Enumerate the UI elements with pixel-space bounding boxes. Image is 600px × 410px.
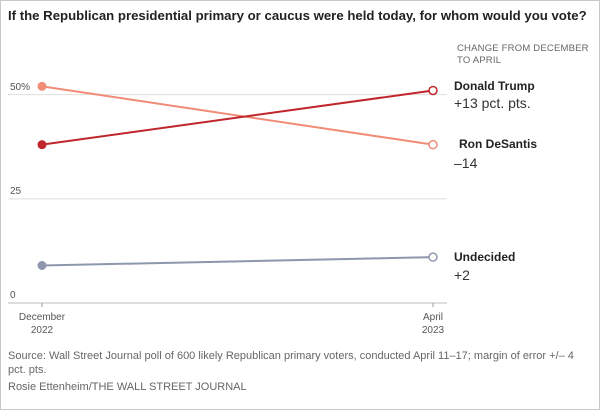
series-change-undecided: +2 xyxy=(454,267,470,283)
data-point-donald-trump-0 xyxy=(37,140,47,150)
y-tick-label-50: 50% xyxy=(10,81,31,93)
x-tick-label-april-2023: April 2023 xyxy=(393,311,473,337)
series-label-ron-desantis: Ron DeSantis xyxy=(459,137,538,151)
series-line-undecided xyxy=(41,256,434,267)
series-change-ron-desantis: –14 xyxy=(454,155,478,171)
x-tick-month: December xyxy=(18,312,66,323)
credit-line: Rosie Ettenheim/THE WALL STREET JOURNAL xyxy=(8,381,247,393)
source-note: Source: Wall Street Journal poll of 600 … xyxy=(8,350,574,376)
data-point-ron-desantis-0 xyxy=(37,81,47,91)
series-line-ron-desantis xyxy=(41,85,434,146)
data-point-undecided-1 xyxy=(428,252,438,262)
data-point-donald-trump-1 xyxy=(428,85,438,96)
x-tick-year: 2023 xyxy=(421,325,445,336)
series-change-donald-trump: +13 pct. pts. xyxy=(454,95,531,111)
series-label-donald-trump: Donald Trump xyxy=(454,79,535,93)
series-line-donald-trump xyxy=(41,89,434,146)
x-tick-year: 2022 xyxy=(30,325,54,336)
x-tick-label-december-2022: December 2022 xyxy=(2,311,82,337)
series-label-undecided: Undecided xyxy=(454,250,516,264)
change-header: CHANGE FROM DECEMBER TO APRIL xyxy=(457,43,589,66)
x-tick-month: April xyxy=(422,312,443,323)
data-point-undecided-0 xyxy=(37,261,47,270)
y-tick-label-0: 0 xyxy=(10,290,16,301)
y-tick-label-25: 25 xyxy=(10,185,22,197)
data-point-ron-desantis-1 xyxy=(428,139,438,150)
chart-title: If the Republican presidential primary o… xyxy=(8,8,587,23)
